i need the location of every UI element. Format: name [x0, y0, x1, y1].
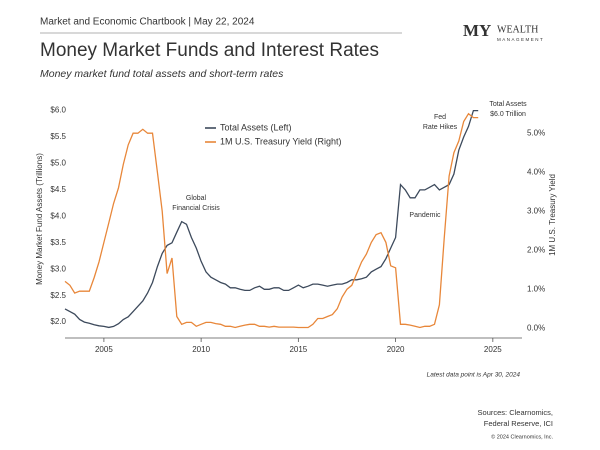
logo-sub: MANAGEMENT: [497, 37, 544, 42]
header: Market and Economic Chartbook | May 22, …: [40, 17, 255, 28]
annotation: $6.0 Trillion: [490, 111, 526, 118]
y2-tick-label: 5.0%: [527, 128, 545, 137]
annotation: Financial Crisis: [172, 205, 220, 212]
y-tick-label: $2.5: [50, 291, 66, 300]
data-note: Latest data point is Apr 30, 2024: [427, 372, 521, 379]
x-tick-label: 2015: [289, 345, 307, 354]
series-line: [64, 109, 479, 329]
x-tick-label: 2025: [484, 345, 502, 354]
x-tick-label: 2020: [387, 345, 405, 354]
x-tick-label: 2010: [192, 345, 210, 354]
y2-tick-label: 0.0%: [527, 323, 545, 332]
y2-tick-label: 4.0%: [527, 167, 545, 176]
y2-tick-label: 1.0%: [527, 284, 545, 293]
y-tick-label: $4.5: [50, 185, 66, 194]
y-tick-label: $3.5: [50, 238, 66, 247]
y-axis-title: Money Market Fund Assets (Trillions): [35, 153, 44, 285]
x-tick-label: 2005: [95, 345, 113, 354]
annotation: Pandemic: [409, 212, 441, 219]
y-tick-label: $2.0: [50, 317, 66, 326]
series-line: [64, 112, 479, 329]
y2-axis-title: 1M U.S. Treasury Yield: [548, 174, 557, 256]
annotation: Total Assets: [489, 101, 527, 108]
annotation: Fed: [434, 114, 446, 121]
annotation: Global: [186, 195, 207, 202]
y-tick-label: $6.0: [50, 106, 66, 115]
sources-line: Sources: Clearnomics,: [478, 408, 553, 417]
annotation: Rate Hikes: [423, 124, 458, 131]
y2-tick-label: 2.0%: [527, 245, 545, 254]
y-tick-label: $5.0: [50, 159, 66, 168]
sources-line: Federal Reserve, ICI: [484, 419, 553, 428]
y2-tick-label: 3.0%: [527, 206, 545, 215]
legend-label: Total Assets (Left): [220, 122, 292, 132]
logo-name: WEALTH: [497, 24, 538, 35]
y-tick-label: $5.5: [50, 132, 66, 141]
y-tick-label: $3.0: [50, 264, 66, 273]
chart-subtitle: Money market fund total assets and short…: [40, 68, 284, 80]
copyright: © 2024 Clearnomics, Inc.: [491, 433, 553, 440]
logo-main: MY: [463, 21, 491, 40]
chart-title: Money Market Funds and Interest Rates: [40, 40, 379, 61]
y-tick-label: $4.0: [50, 211, 66, 220]
legend-label: 1M U.S. Treasury Yield (Right): [220, 136, 342, 146]
